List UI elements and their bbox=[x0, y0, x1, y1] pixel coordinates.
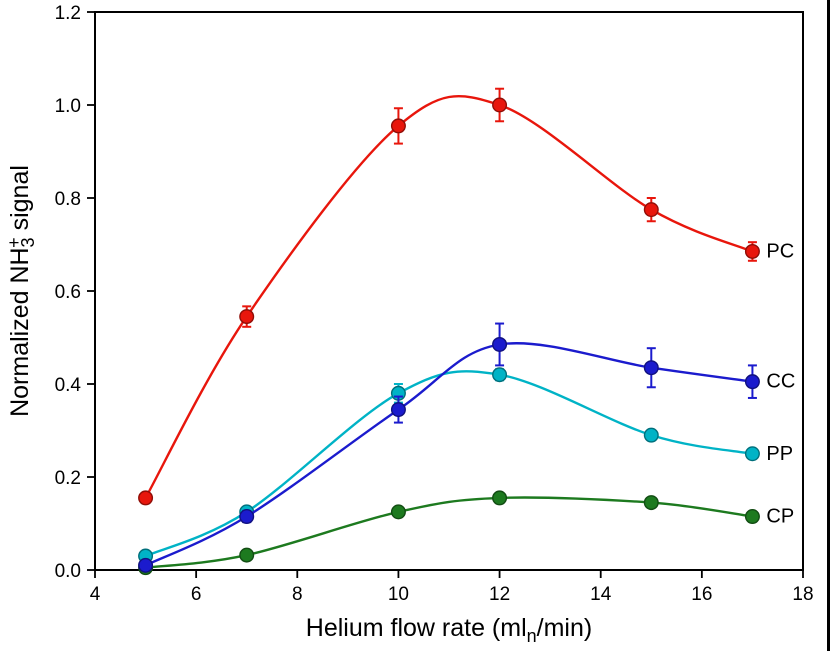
marker-CC bbox=[643, 360, 659, 376]
marker-CP bbox=[239, 547, 255, 563]
marker-CP bbox=[390, 504, 406, 520]
marker-CC bbox=[744, 374, 760, 390]
marker-PC bbox=[744, 243, 760, 259]
marker-PC bbox=[492, 97, 508, 113]
x-tick-label: 4 bbox=[90, 584, 101, 605]
y-tick-label: 0.2 bbox=[55, 468, 81, 489]
series-line-CP bbox=[145, 496, 753, 569]
y-axis-label: Normalized NH3+ signal bbox=[4, 165, 38, 417]
y-tick-label: 1.0 bbox=[55, 96, 81, 117]
marker-PC bbox=[239, 309, 255, 325]
marker-CC bbox=[390, 402, 406, 418]
series-label-CC: CC bbox=[766, 371, 795, 393]
marker-PP bbox=[492, 367, 508, 383]
marker-CC bbox=[138, 557, 154, 573]
x-tick-label: 16 bbox=[691, 584, 712, 605]
y-tick-label: 0.4 bbox=[55, 375, 82, 396]
series-line-PP bbox=[145, 370, 753, 558]
y-tick-label: 0.6 bbox=[55, 282, 81, 303]
x-tick-label: 12 bbox=[489, 584, 510, 605]
marker-CC bbox=[492, 336, 508, 352]
window-right-border bbox=[827, 0, 830, 651]
marker-PP bbox=[744, 446, 760, 462]
series-label-PC: PC bbox=[766, 240, 794, 262]
marker-CC bbox=[239, 509, 255, 525]
x-tick-label: 6 bbox=[191, 584, 202, 605]
y-tick-label: 0.8 bbox=[55, 189, 81, 210]
series-label-CP: CP bbox=[766, 506, 794, 528]
marker-PP bbox=[643, 427, 659, 443]
series-line-CC bbox=[145, 342, 753, 567]
y-tick-label: 0.0 bbox=[55, 561, 81, 582]
y-tick-label: 1.2 bbox=[55, 3, 81, 24]
x-tick-label: 8 bbox=[292, 584, 303, 605]
x-tick-label: 10 bbox=[388, 584, 409, 605]
marker-PC bbox=[138, 490, 154, 506]
x-tick-label: 18 bbox=[792, 584, 813, 605]
marker-PC bbox=[390, 118, 406, 134]
marker-CP bbox=[643, 495, 659, 511]
marker-CP bbox=[744, 509, 760, 525]
series-label-PP: PP bbox=[766, 443, 793, 465]
x-axis-label: Helium flow rate (mln/min) bbox=[306, 614, 592, 646]
marker-PC bbox=[643, 202, 659, 218]
x-tick-label: 14 bbox=[590, 584, 612, 605]
plot-frame bbox=[94, 11, 804, 571]
marker-CP bbox=[492, 490, 508, 506]
